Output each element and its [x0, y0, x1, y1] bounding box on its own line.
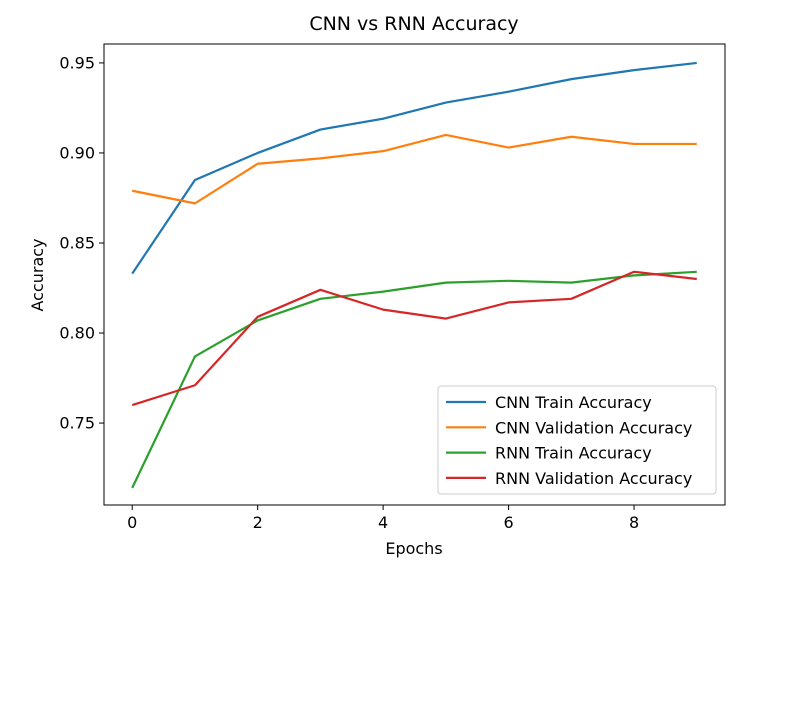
y-tick-label: 0.95: [59, 53, 95, 72]
series-line-cnn-train-accuracy: [131, 61, 697, 275]
plot-frame: [103, 43, 726, 506]
series-line-rnn-train-accuracy: [131, 270, 697, 489]
series-line-cnn-validation-accuracy: [132, 133, 697, 205]
chart-title: CNN vs RNN Accuracy: [309, 13, 518, 35]
axes: [103, 43, 726, 506]
ticks: 0 2 4 6 8 0.75 0.80 0.85 0.90 0.95: [59, 53, 639, 532]
x-tick-label: 4: [378, 513, 388, 532]
legend-label: CNN Validation Accuracy: [495, 418, 692, 437]
y-tick-label: 0.75: [59, 414, 95, 433]
x-axis-title: Epochs: [385, 539, 442, 558]
y-axis-title: Accuracy: [28, 238, 47, 311]
legend-box: [437, 385, 717, 495]
y-tick-label: 0.90: [59, 143, 95, 162]
series-line-rnn-validation-accuracy: [131, 270, 697, 407]
legend-label: RNN Validation Accuracy: [495, 469, 692, 488]
legend-label: RNN Train Accuracy: [495, 444, 652, 463]
y-tick-label: 0.85: [59, 233, 95, 252]
x-tick-label: 2: [253, 513, 263, 532]
x-tick-label: 0: [127, 513, 137, 532]
series-lines: [131, 61, 697, 489]
x-tick-label: 6: [503, 513, 513, 532]
legend-label: CNN Train Accuracy: [495, 393, 652, 412]
legend: CNN Train Accuracy CNN Validation Accurac…: [437, 385, 717, 495]
y-tick-label: 0.80: [59, 324, 95, 343]
x-tick-label: 8: [629, 513, 639, 532]
